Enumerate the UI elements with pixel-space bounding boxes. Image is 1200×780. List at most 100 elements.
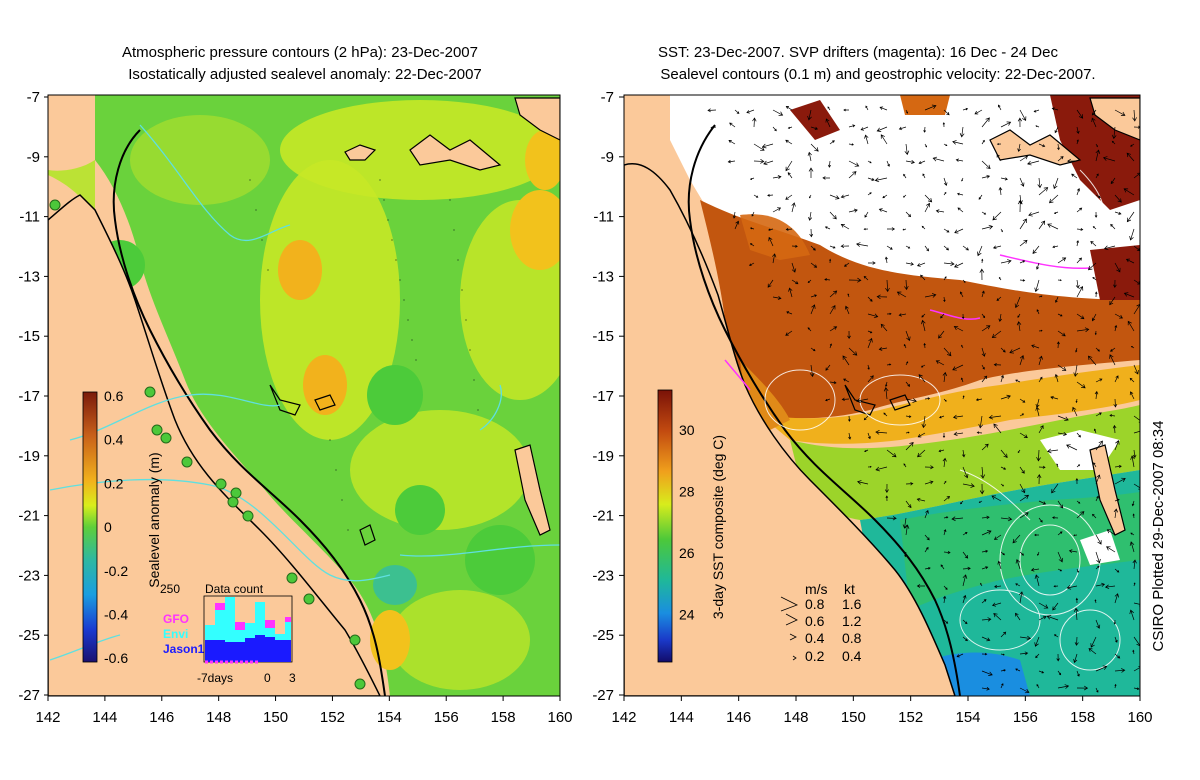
velocity-arrow	[1076, 313, 1085, 320]
velocity-arrow	[940, 313, 945, 319]
velocity-arrow	[875, 429, 888, 435]
velocity-arrow	[847, 330, 851, 339]
velocity-arrow	[772, 109, 784, 116]
velocity-arrow	[898, 313, 907, 317]
lat-tick-label: -23	[592, 567, 614, 584]
velocity-arrow	[979, 483, 985, 495]
velocity-arrow	[920, 319, 926, 332]
velocity-arrow	[791, 279, 799, 285]
velocity-arrow	[1094, 390, 1099, 400]
velocity-arrow	[1000, 374, 1005, 383]
velocity-arrow	[943, 191, 947, 196]
velocity-arrow	[1038, 670, 1045, 674]
velocity-arrow	[953, 325, 964, 332]
velocity-arrow	[1019, 651, 1029, 656]
velocity-arrow	[1000, 228, 1003, 233]
velocity-arrow	[1000, 259, 1012, 264]
velocity-arrow	[829, 326, 838, 332]
velocity-arrow	[924, 546, 929, 553]
velocity-arrow	[1000, 466, 1007, 470]
velocity-arrow	[981, 258, 984, 264]
velocity-arrow	[749, 262, 755, 266]
velocity-arrow	[935, 360, 945, 366]
velocity-arrow	[807, 279, 812, 284]
velocity-arrow	[825, 364, 831, 371]
velocity-arrow	[1095, 495, 1099, 502]
velocity-arrow	[887, 227, 896, 231]
velocity-arrow	[822, 176, 831, 180]
velocity-arrow	[1131, 500, 1135, 507]
velocity-arrow	[938, 449, 945, 453]
lon-tick-label: 160	[547, 709, 572, 726]
velocity-arrow	[1038, 425, 1044, 434]
velocity-arrow	[729, 122, 736, 128]
velocity-arrow	[998, 313, 1002, 322]
velocity-arrow	[848, 124, 856, 128]
velocity-arrow	[1095, 440, 1103, 451]
velocity-arrow	[1075, 597, 1079, 604]
velocity-arrow	[753, 194, 759, 198]
lon-tick-label: 150	[841, 709, 866, 726]
velocity-arrow	[1129, 228, 1135, 241]
velocity-arrow	[904, 279, 909, 291]
data-count-title: Data count	[205, 582, 264, 596]
lat-tick-label: -11	[593, 209, 614, 226]
lon-tick-label: 160	[1127, 709, 1152, 726]
velocity-arrow	[1057, 568, 1063, 572]
velocity-arrow	[1057, 313, 1063, 317]
velocity-arrow	[1000, 347, 1006, 353]
lat-tick-label: -7	[27, 89, 40, 106]
velocity-arrow	[867, 177, 875, 181]
lat-tick-label: -21	[592, 508, 614, 525]
left-lon-ticks: 142 144 146 148 150 152 154 156 158 160	[35, 696, 573, 726]
velocity-arrow	[917, 449, 926, 458]
velocity-arrow	[905, 109, 909, 114]
velocity-arrow	[1019, 635, 1032, 641]
velocity-arrow	[848, 160, 860, 167]
velocity-arrow	[868, 261, 876, 265]
velocity-arrow	[1114, 262, 1121, 273]
velocity-arrow	[917, 432, 926, 438]
velocity-arrow	[1091, 117, 1097, 128]
velocity-arrow	[981, 364, 985, 370]
velocity-arrow	[1095, 412, 1102, 417]
velocity-arrow	[981, 224, 994, 230]
lat-tick-label: -17	[18, 388, 40, 405]
velocity-arrow	[1095, 347, 1100, 352]
velocity-arrow	[956, 653, 964, 658]
lat-tick-label: -19	[18, 448, 40, 465]
velocity-arrow	[920, 274, 926, 281]
velocity-arrow	[879, 106, 888, 111]
velocity-arrow	[1036, 309, 1040, 315]
velocity-arrow	[1133, 303, 1140, 315]
left-colorbar: 0.6 0.4 0.2 0 -0.2 -0.4 -0.6 Sealevel anomaly …	[82, 388, 162, 666]
velocity-arrow	[878, 208, 888, 213]
velocity-arrow	[922, 173, 926, 179]
velocity-arrow	[1074, 636, 1079, 646]
velocity-arrow	[924, 480, 934, 485]
velocity-arrow	[981, 443, 989, 451]
velocity-arrow	[1053, 634, 1059, 638]
velocity-arrow	[943, 619, 949, 624]
velocity-arrow	[867, 364, 870, 370]
velocity-arrow	[1114, 498, 1120, 502]
velocity-arrow	[943, 177, 948, 187]
velocity-arrow	[1113, 279, 1117, 288]
velocity-arrow	[991, 330, 1002, 339]
velocity-arrow	[1057, 257, 1067, 264]
velocity-arrow	[884, 483, 889, 493]
velocity-arrow	[954, 228, 964, 234]
velocity-arrow	[1076, 109, 1084, 119]
velocity-arrow	[1114, 324, 1118, 332]
velocity-arrow	[902, 194, 907, 198]
velocity-arrow	[997, 104, 1002, 111]
velocity-arrow	[1088, 648, 1097, 655]
lon-tick-label: 150	[263, 709, 288, 726]
velocity-arrow	[1037, 551, 1040, 556]
velocity-arrow	[1037, 177, 1043, 189]
velocity-arrow	[1052, 245, 1059, 249]
velocity-arrow	[848, 432, 852, 440]
lat-tick-label: -17	[592, 388, 614, 405]
velocity-arrow	[1132, 559, 1137, 570]
lat-tick-label: -9	[601, 149, 614, 166]
